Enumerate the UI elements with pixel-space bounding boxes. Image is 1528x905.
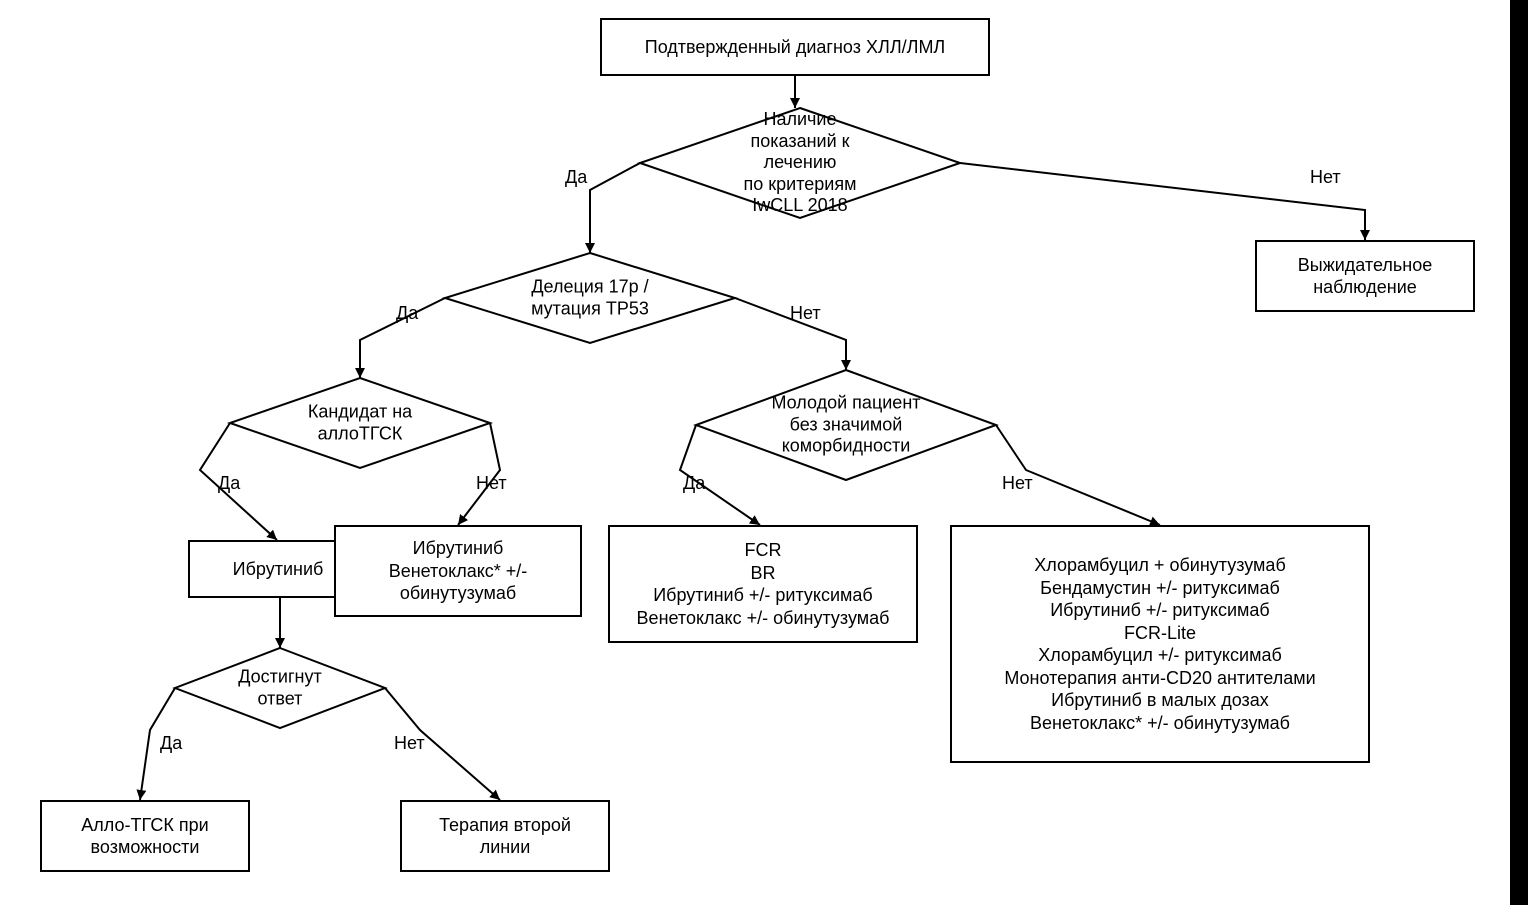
decision-text: Делеция 17p / мутация TP53: [518, 276, 663, 319]
decision-allo-candidate: Кандидат на аллоТГСК: [230, 378, 490, 468]
decision-text: Молодой пациент без значимой коморбиднос…: [771, 393, 920, 458]
node-ibrutinib-venetoclax: Ибрутиниб Венетоклакс* +/- обинутузумаб: [334, 525, 582, 617]
node-text: Ибрутиниб: [233, 558, 324, 581]
edge-label: Нет: [1310, 167, 1341, 188]
node-text: Ибрутиниб Венетоклакс* +/- обинутузумаб: [389, 537, 528, 605]
edge-label: Да: [565, 167, 587, 188]
decision-text: Кандидат на аллоТГСК: [295, 401, 425, 444]
node-chlorambucil-list: Хлорамбуцил + обинутузумаб Бендамустин +…: [950, 525, 1370, 763]
node-watchful-waiting: Выжидательное наблюдение: [1255, 240, 1475, 312]
decision-del17p-tp53: Делеция 17p / мутация TP53: [445, 253, 735, 343]
edge-label: Да: [160, 733, 182, 754]
decision-text: Достигнут ответ: [228, 666, 333, 709]
decision-young-patient: Молодой пациент без значимой коморбиднос…: [696, 370, 996, 480]
edge-label: Нет: [394, 733, 425, 754]
node-text: Алло-ТГСК при возможности: [81, 814, 208, 859]
node-text: Подтвержденный диагноз ХЛЛ/ЛМЛ: [645, 36, 946, 59]
edge-label: Да: [683, 473, 705, 494]
decision-treatment-indication: Наличие показаний к лечению по критериям…: [640, 108, 960, 218]
node-diagnosis: Подтвержденный диагноз ХЛЛ/ЛМЛ: [600, 18, 990, 76]
edge-label: Да: [396, 303, 418, 324]
flowchart-stage: Подтвержденный диагноз ХЛЛ/ЛМЛ Выжидател…: [0, 0, 1528, 905]
node-fcr-br: FCR BR Ибрутиниб +/- ритуксимаб Венетокл…: [608, 525, 918, 643]
node-allo-tgsk: Алло-ТГСК при возможности: [40, 800, 250, 872]
edge-label: Да: [218, 473, 240, 494]
node-text: Терапия второй линии: [439, 814, 571, 859]
decision-response-achieved: Достигнут ответ: [175, 648, 385, 728]
node-text: Выжидательное наблюдение: [1298, 254, 1432, 299]
node-text: Хлорамбуцил + обинутузумаб Бендамустин +…: [1004, 554, 1315, 734]
edge-label: Нет: [1002, 473, 1033, 494]
node-second-line: Терапия второй линии: [400, 800, 610, 872]
decision-text: Наличие показаний к лечению по критериям…: [720, 109, 880, 217]
edge-label: Нет: [476, 473, 507, 494]
edge-label: Нет: [790, 303, 821, 324]
node-text: FCR BR Ибрутиниб +/- ритуксимаб Венетокл…: [637, 539, 890, 629]
